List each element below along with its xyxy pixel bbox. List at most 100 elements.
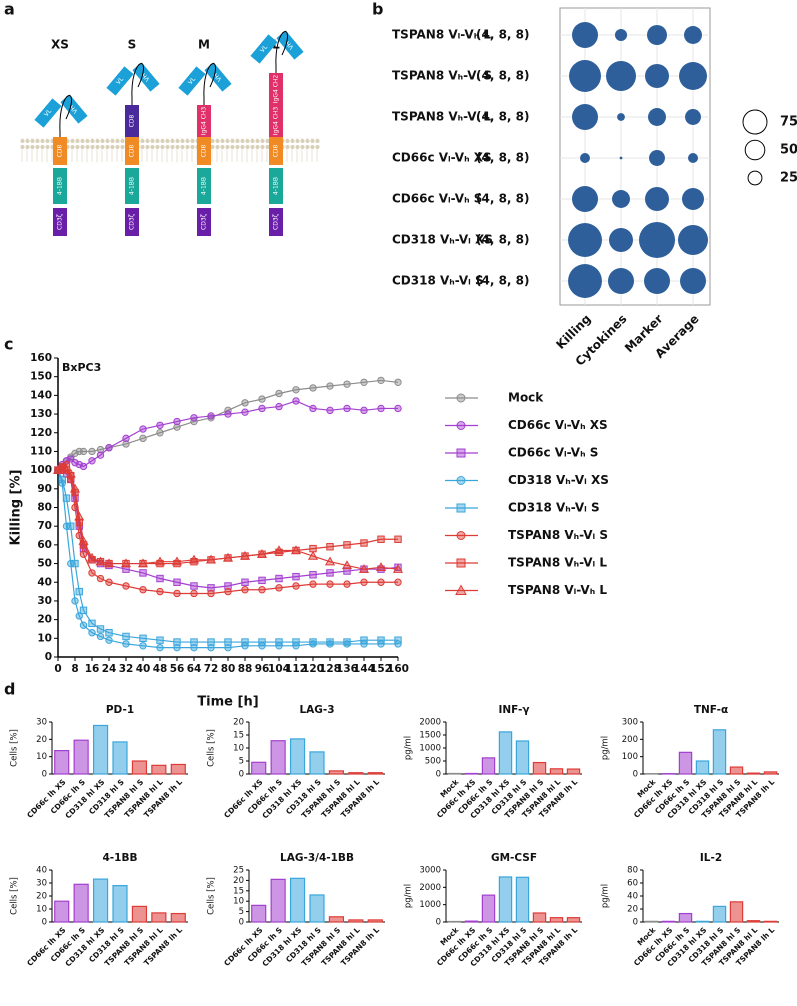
marker	[88, 619, 96, 628]
y-tick-label: 160	[30, 352, 52, 364]
y-tick-label: 10	[233, 744, 244, 754]
series-line	[57, 379, 399, 471]
panel-label: c	[4, 335, 13, 354]
y-axis-label: pg/ml	[601, 884, 611, 908]
marker	[122, 632, 130, 641]
bar	[695, 920, 710, 923]
y-axis-label: pg/ml	[404, 736, 414, 760]
marker	[207, 643, 215, 652]
marker	[343, 541, 351, 549]
marker	[224, 587, 232, 596]
bubble	[572, 104, 598, 130]
bar	[712, 905, 727, 923]
marker	[71, 449, 79, 458]
marker	[456, 421, 466, 430]
marker	[139, 434, 147, 443]
row-note: (4, 8, 8)	[476, 69, 530, 83]
marker	[173, 638, 181, 646]
bubble	[682, 188, 704, 210]
marker	[292, 397, 300, 405]
row-label: CD66c Vₗ-Vₕ S	[392, 192, 482, 206]
y-tick-label: 40	[36, 866, 47, 876]
bubble	[569, 60, 601, 92]
linker	[131, 63, 145, 100]
panel-label: d	[4, 680, 15, 699]
y-tick-label: 40	[37, 576, 52, 588]
series-line	[57, 469, 398, 649]
domain-label: CD8	[201, 145, 208, 158]
row-label: TSPAN8 Vₗ-Vₕ L	[392, 28, 491, 42]
row-note: (4, 8, 8)	[476, 151, 530, 165]
y-tick-label: 1500	[419, 731, 441, 741]
marker	[173, 417, 181, 426]
row-label: TSPAN8 Vₕ-Vₗ S	[392, 69, 492, 83]
marker	[173, 643, 181, 652]
y-tick-label: 40	[627, 892, 638, 902]
marker	[343, 404, 351, 413]
marker	[326, 406, 334, 415]
x-tick-label: 88	[238, 663, 253, 675]
marker	[358, 563, 370, 573]
y-axis-label: Cells [%]	[10, 877, 20, 915]
marker	[309, 571, 317, 579]
domain-label: IgG4 CH3	[273, 107, 280, 136]
x-tick-label: 16	[85, 663, 100, 675]
bar	[348, 919, 364, 923]
bubble	[608, 268, 634, 294]
marker	[377, 535, 385, 543]
domain-label: 4-1BB	[273, 177, 280, 195]
x-tick-label: 24	[102, 663, 117, 675]
linker	[59, 95, 73, 132]
bubble	[568, 223, 602, 257]
bar	[464, 920, 479, 923]
chart-title: IL-2	[700, 852, 722, 864]
domain-label: CD3ζ	[273, 214, 280, 230]
bubble	[649, 150, 665, 166]
marker	[258, 586, 266, 594]
x-tick-label: 160	[387, 663, 409, 675]
bubble	[614, 28, 628, 42]
chart-title: 4-1BB	[103, 852, 138, 864]
bubble	[638, 221, 676, 259]
domain	[269, 137, 283, 165]
bar	[131, 905, 148, 923]
domain	[34, 98, 62, 128]
marker	[88, 457, 96, 465]
bar	[712, 729, 727, 775]
y-tick-label: 5	[239, 757, 244, 767]
marker	[67, 559, 75, 568]
legend-label: CD66c Vₗ-Vₕ S	[508, 446, 598, 460]
bar	[151, 764, 167, 775]
bar	[170, 912, 186, 923]
marker	[326, 638, 334, 646]
y-tick-label: 0	[45, 651, 52, 663]
marker	[88, 629, 96, 637]
bar	[729, 766, 744, 775]
y-tick-label: 100	[622, 752, 638, 762]
bubble	[580, 153, 590, 163]
bar	[92, 724, 109, 775]
x-tick-label: 96	[255, 663, 270, 675]
marker	[360, 578, 368, 586]
y-tick-label: 10	[233, 897, 244, 907]
marker	[79, 550, 88, 558]
domain	[269, 208, 283, 236]
marker	[309, 580, 317, 588]
legend-label: TSPAN8 Vₕ-Vₗ L	[508, 556, 607, 570]
bubble	[680, 268, 706, 294]
bar	[270, 740, 286, 775]
domain	[132, 62, 160, 92]
marker	[360, 406, 368, 415]
bar	[112, 884, 128, 923]
domain	[178, 66, 206, 96]
x-axis-label: Time [h]	[197, 695, 258, 710]
y-tick-label: 0	[633, 770, 638, 780]
bar	[498, 876, 513, 923]
construct-name: XS	[51, 38, 69, 52]
x-tick-label: 144	[353, 663, 375, 675]
marker	[456, 393, 466, 403]
row-label: CD66c Vₗ-Vₕ XS	[392, 151, 492, 165]
y-tick-label: 0	[436, 770, 441, 780]
bubble	[612, 190, 630, 208]
bar	[498, 731, 513, 775]
